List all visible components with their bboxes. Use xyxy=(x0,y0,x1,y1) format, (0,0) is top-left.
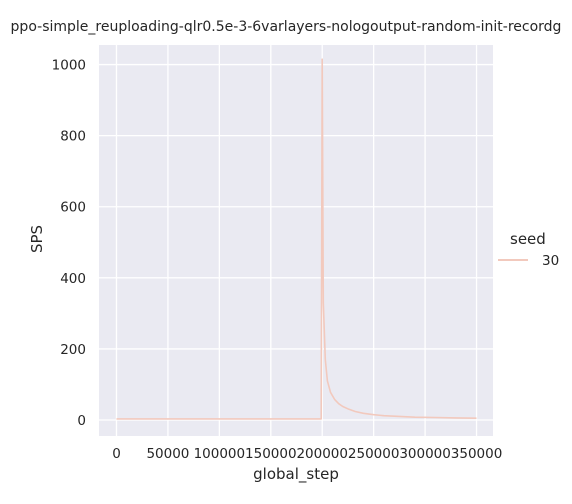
series-layer xyxy=(116,58,477,420)
x-tick-label: 350000 xyxy=(451,446,503,462)
legend-items: 30 xyxy=(498,253,559,269)
legend: seed 30 xyxy=(498,230,559,269)
x-axis-ticks: 0 50000 100000 150000 200000 250000 300000 3500… xyxy=(112,446,502,462)
legend-title: seed xyxy=(510,230,546,248)
x-axis-label: global_step xyxy=(253,465,339,484)
x-tick-label: 100000 xyxy=(194,446,246,462)
y-tick-label: 0 xyxy=(77,413,86,429)
legend-label: 30 xyxy=(542,253,559,269)
x-tick-label: 250000 xyxy=(348,446,400,462)
y-tick-label: 600 xyxy=(60,200,86,216)
y-tick-label: 200 xyxy=(60,342,86,358)
y-axis-ticks: 0 200 400 600 800 1000 xyxy=(52,58,86,429)
y-tick-label: 800 xyxy=(60,129,86,145)
x-tick-label: 150000 xyxy=(245,446,297,462)
plot-background xyxy=(99,45,493,436)
y-tick-label: 400 xyxy=(60,271,86,287)
x-tick-label: 50000 xyxy=(146,446,189,462)
y-axis-label: SPS xyxy=(28,225,46,253)
x-tick-label: 200000 xyxy=(296,446,348,462)
chart-title: ppo-simple_reuploading-qlr0.5e-3-6varlay… xyxy=(11,19,562,35)
x-tick-label: 300000 xyxy=(399,446,451,462)
y-tick-label: 1000 xyxy=(52,58,86,74)
series-line-30 xyxy=(116,58,477,420)
x-tick-label: 0 xyxy=(112,446,121,462)
